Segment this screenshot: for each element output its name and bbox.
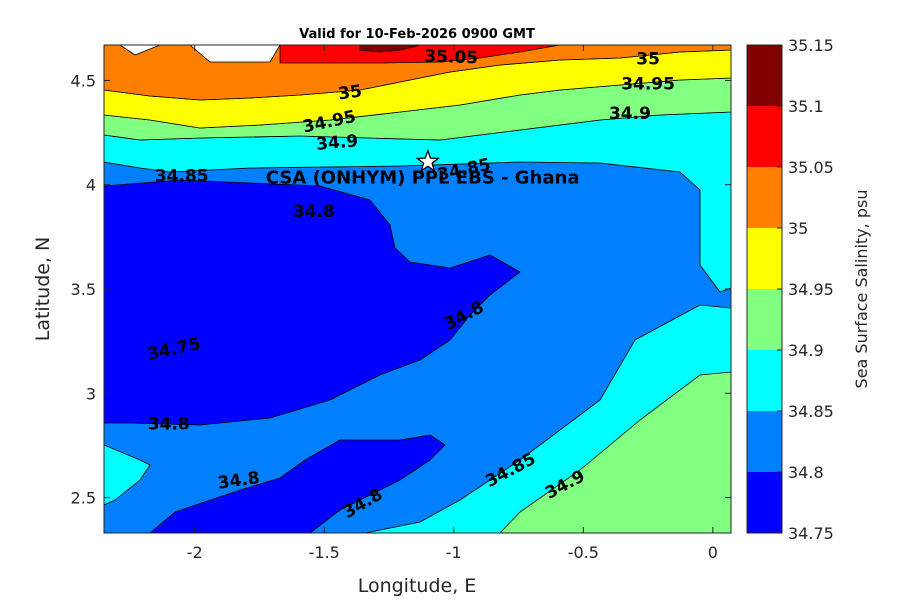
contour-label: 35.05 — [424, 47, 478, 69]
colorbar-swatch — [747, 411, 782, 472]
y-axis: 2.5 3 3.5 4 4.5 — [71, 71, 731, 508]
contour-fields — [104, 45, 731, 533]
x-tick-label: -2 — [187, 543, 203, 562]
region-34.85-34.9-west — [104, 444, 151, 506]
contour-label: 34.95 — [621, 75, 675, 95]
x-tick-label: -0.5 — [568, 543, 599, 562]
site-star-marker — [415, 148, 441, 173]
colorbar-tick-label: 34.85 — [788, 402, 834, 421]
y-tick-label: 3.5 — [71, 280, 96, 299]
x-tick-label: -1.5 — [309, 543, 340, 562]
colorbar-swatch — [747, 350, 782, 411]
colorbar-tick-label: 34.8 — [788, 463, 824, 482]
x-tick-label: 0 — [708, 543, 718, 562]
contour-label: 35 — [337, 81, 363, 104]
region-no-data — [104, 45, 281, 63]
y-axis-title: Latitude, N — [32, 237, 54, 342]
contour-label: 35 — [636, 50, 660, 70]
x-axis-title: Longitude, E — [358, 575, 477, 597]
colorbar-swatch — [747, 167, 782, 228]
region-35.1-35.15 — [359, 45, 421, 53]
colorbar-tick-label: 35.1 — [788, 97, 824, 116]
colorbar-swatch — [747, 106, 782, 167]
contour-label: 34.85 — [155, 166, 209, 186]
y-tick-label: 4.5 — [71, 71, 96, 90]
x-tick-label: -1 — [446, 543, 462, 562]
colorbar-swatch — [747, 289, 782, 350]
colorbar-swatch — [747, 45, 782, 106]
colorbar-tick-label: 35 — [788, 219, 808, 238]
colorbar-title: Sea Surface Salinity, psu — [852, 190, 871, 389]
region-35.05-35.1 — [279, 45, 561, 64]
colorbar-tick-label: 34.9 — [788, 341, 824, 360]
region-34.75-34.8-south — [149, 434, 446, 533]
colorbar-swatch — [747, 228, 782, 289]
colorbar: 34.75 34.8 34.85 34.9 34.95 35 35.05 35.1 35.15 — [746, 36, 834, 543]
colorbar-tick-label: 35.15 — [788, 36, 834, 55]
chart-title: Valid for 10-Feb-2026 0900 GMT — [299, 27, 535, 42]
colorbar-tick-label: 35.05 — [788, 158, 834, 177]
y-tick-label: 4 — [86, 176, 96, 195]
site-label: CSA (ONHYM) PPL EBS - Ghana — [266, 167, 580, 188]
x-axis: -2 -1.5 -1 -0.5 0 — [187, 45, 718, 562]
y-tick-label: 3 — [86, 384, 96, 403]
region-34.75-34.8-north — [104, 179, 521, 426]
y-tick-label: 2.5 — [71, 489, 96, 508]
contour-label: 34.9 — [315, 131, 359, 155]
contour-label: 34.8 — [148, 415, 190, 435]
site-annotation: CSA (ONHYM) PPL EBS - Ghana — [266, 148, 580, 188]
region-34.9-34.95-south — [499, 371, 731, 533]
contour-label: 34.8 — [293, 202, 335, 222]
contour-label: 34.9 — [609, 104, 651, 124]
colorbar-swatch — [747, 472, 782, 533]
colorbar-tick-label: 34.95 — [788, 280, 834, 299]
colorbar-tick-label: 34.75 — [788, 524, 834, 543]
